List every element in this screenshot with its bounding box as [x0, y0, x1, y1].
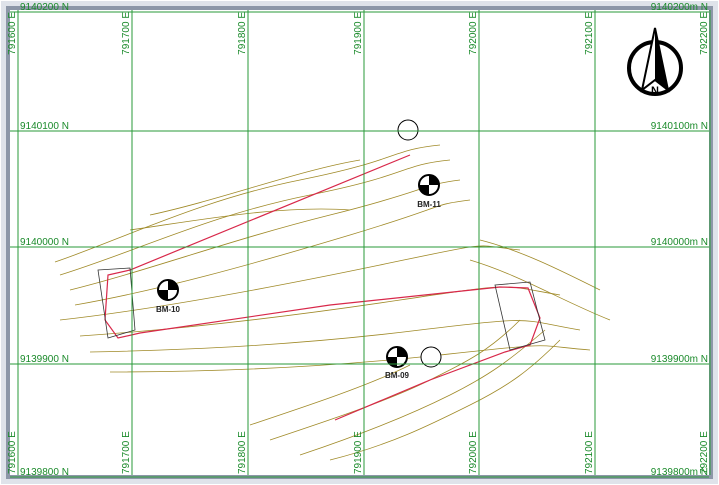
easting-label: 791900 E — [353, 12, 364, 55]
northing-label: 9140100 N — [20, 121, 69, 132]
benchmark-label: BM-09 — [385, 371, 410, 380]
northing-label: 9140200 N — [20, 2, 69, 13]
easting-label: 791700 E — [121, 12, 132, 55]
benchmark-label: BM-11 — [417, 200, 441, 209]
easting-label: 792200 E — [699, 431, 710, 474]
easting-label: 792000 E — [468, 12, 479, 55]
easting-label: 791800 E — [237, 431, 248, 474]
easting-label: 791700 E — [121, 431, 132, 474]
northing-label: 9140100m N — [651, 121, 708, 132]
northing-label: 9139900m N — [651, 354, 708, 365]
easting-label: 792000 E — [468, 431, 479, 474]
plots — [97, 267, 546, 351]
northing-label: 9139900 N — [20, 354, 69, 365]
bm-symbols — [157, 119, 442, 368]
easting-label: 792200 E — [699, 12, 710, 55]
northing-label: 9140200m N — [651, 2, 708, 13]
map-frame — [6, 6, 713, 479]
north-label: N — [651, 85, 659, 97]
easting-label: 792100 E — [584, 431, 595, 474]
easting-label: 792100 E — [584, 12, 595, 55]
easting-label: 791600 E — [7, 431, 18, 474]
northing-label: 9140000m N — [651, 237, 708, 248]
easting-label: 791800 E — [237, 12, 248, 55]
easting-label: 791900 E — [353, 431, 364, 474]
easting-label: 791600 E — [7, 12, 18, 55]
northing-label: 9139800 N — [20, 467, 69, 478]
alignment — [104, 154, 541, 421]
northing-label: 9140000 N — [20, 237, 69, 248]
benchmark-label: BM-10 — [156, 305, 181, 314]
northing-label: 9139800m N — [651, 467, 708, 478]
north-arrow — [627, 27, 683, 96]
